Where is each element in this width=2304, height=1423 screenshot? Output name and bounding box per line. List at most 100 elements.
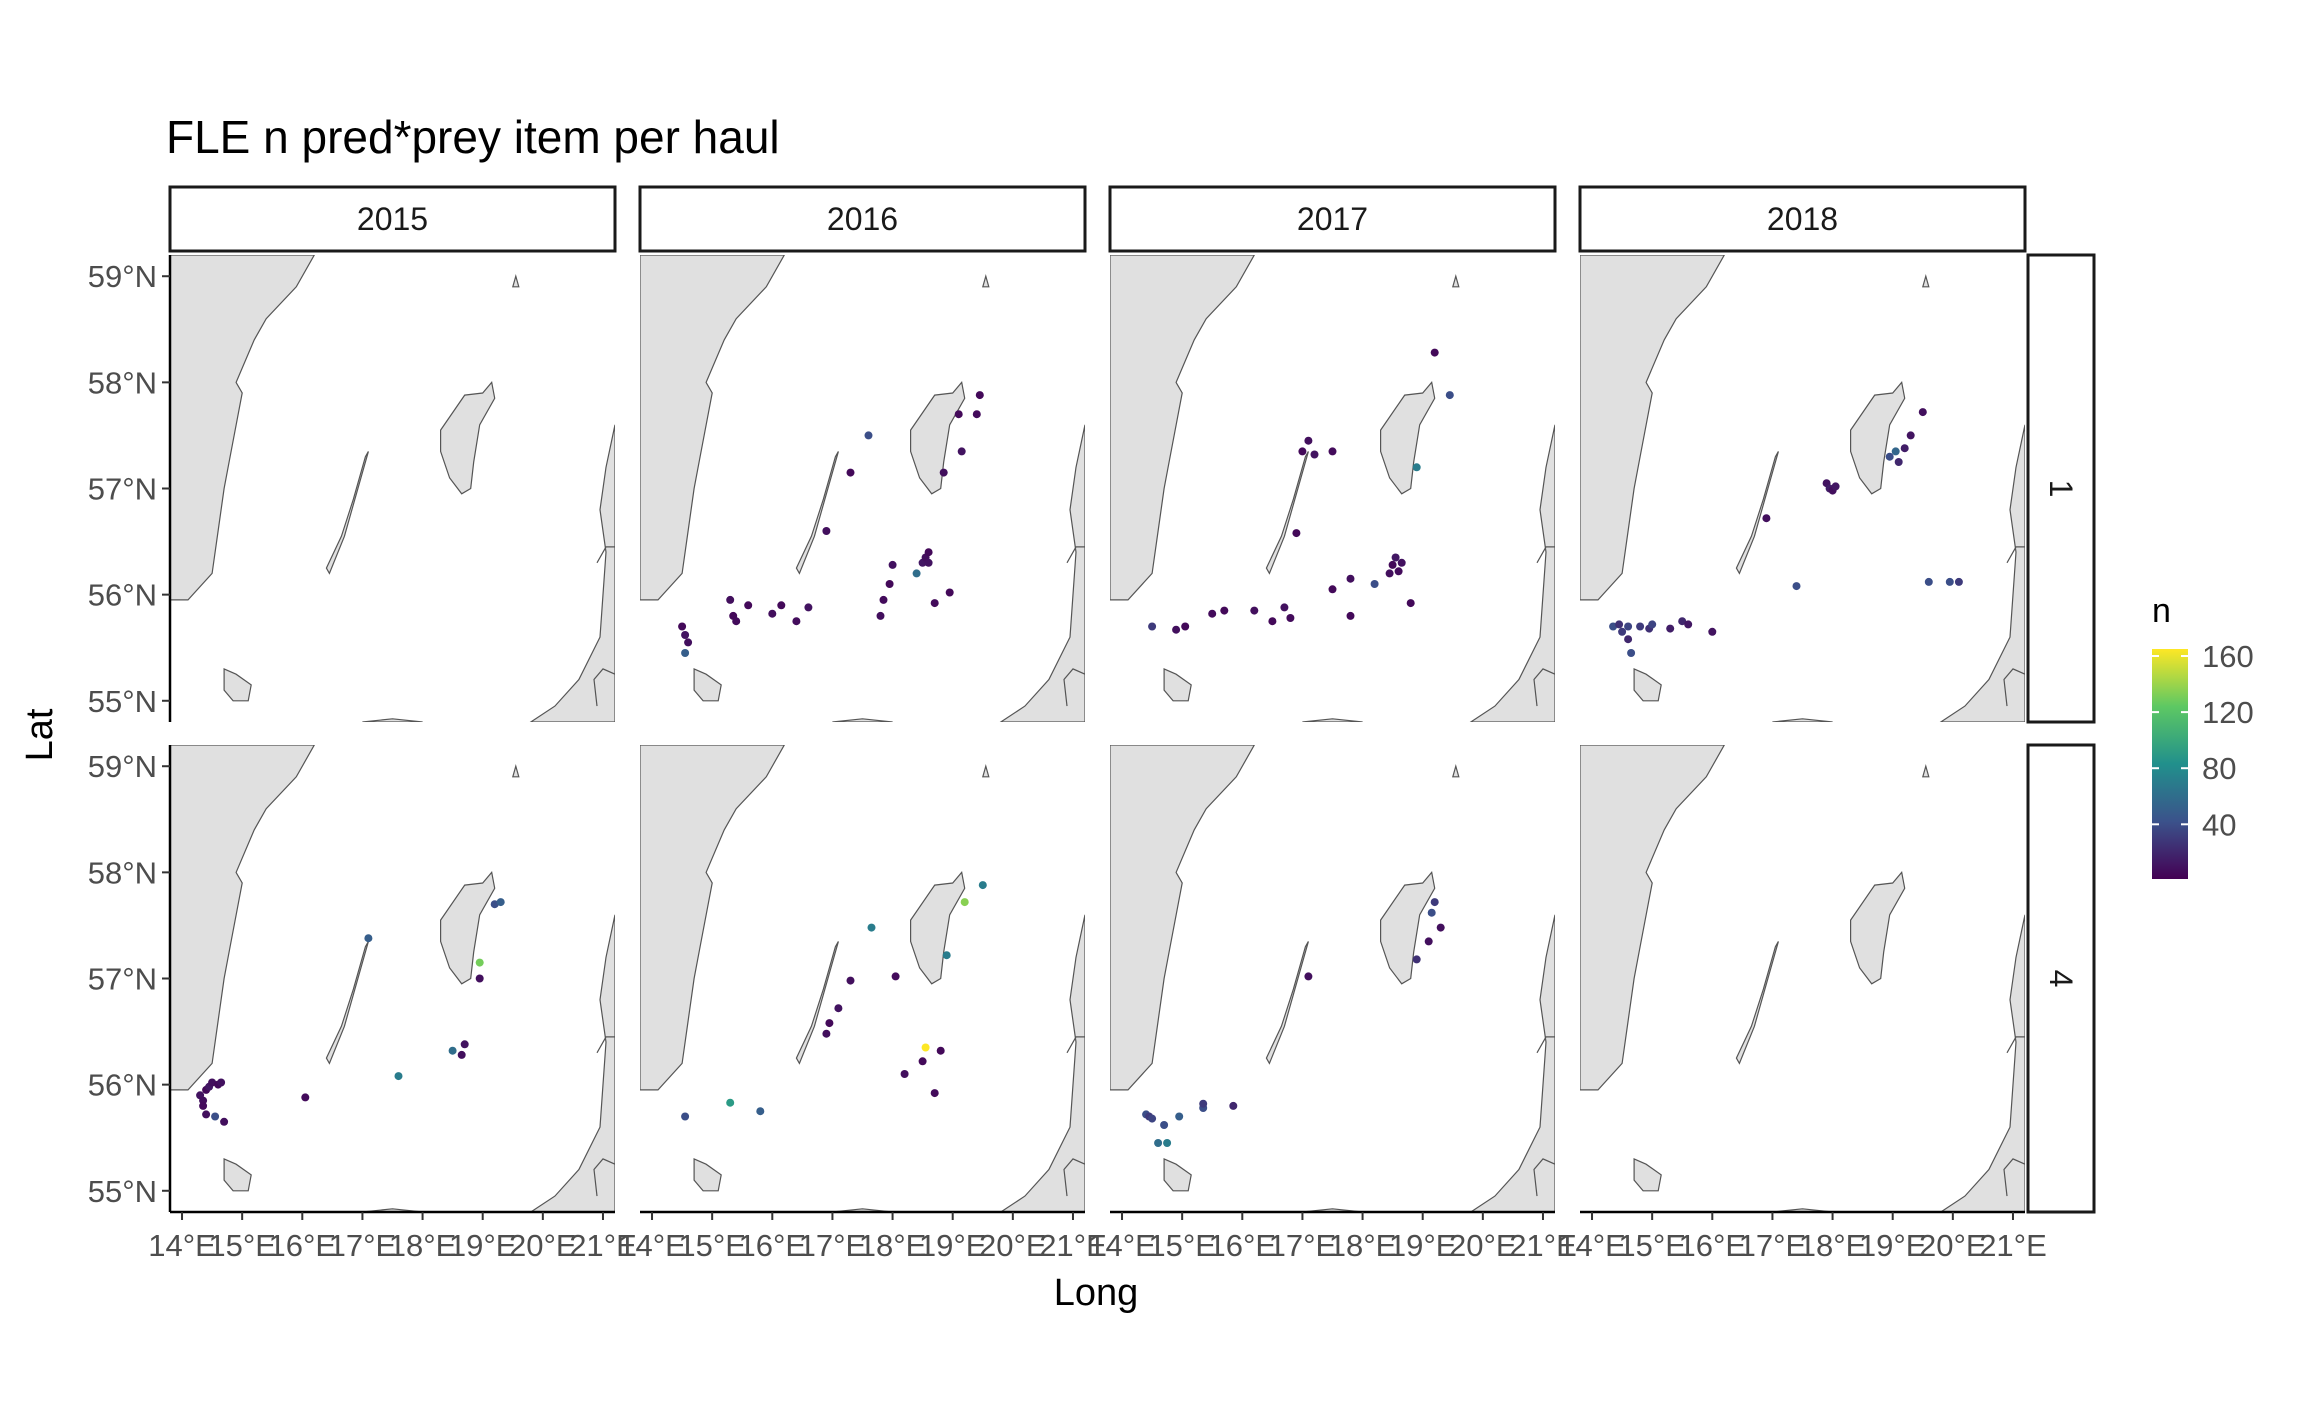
land-polygon	[909, 871, 966, 985]
y-tick-label: 57°N	[88, 472, 157, 507]
land-polygon	[529, 914, 615, 1212]
land-polygon	[1379, 871, 1436, 985]
land-polygon	[1922, 273, 1930, 288]
strip-2017	[1108, 185, 1557, 253]
border-line	[2003, 1158, 2025, 1197]
land-polygon	[1772, 718, 1833, 722]
data-point	[1792, 582, 1801, 591]
data-point	[1175, 1112, 1184, 1121]
x-tick-label: 19°E	[449, 1228, 517, 1263]
axes: 2015 2016 2017 2018 1 4 55°N 56°N 57°N 58°N 59°N 55…	[88, 185, 2096, 1263]
x-tick-label: 16°E	[739, 1228, 807, 1263]
data-point	[1328, 447, 1337, 456]
land-layer	[170, 255, 615, 722]
data-point	[475, 974, 484, 983]
data-point	[496, 898, 505, 907]
data-point	[930, 1089, 939, 1098]
data-point	[1412, 463, 1421, 472]
land-polygon	[1163, 1157, 1192, 1192]
land-polygon	[170, 255, 315, 601]
data-point	[864, 431, 873, 440]
data-point	[681, 631, 690, 639]
data-point	[942, 951, 951, 960]
land-polygon	[1302, 718, 1363, 722]
data-point	[945, 588, 954, 597]
data-point	[490, 900, 499, 909]
data-point	[744, 601, 753, 610]
strip-label-2017: 2017	[1297, 201, 1368, 237]
data-point	[957, 447, 966, 456]
points-layer	[196, 898, 505, 1126]
data-point	[1436, 923, 1445, 932]
land-polygon	[1110, 255, 1255, 601]
border-line	[596, 546, 615, 564]
data-point	[1918, 408, 1927, 417]
land-polygon	[1922, 763, 1930, 778]
land-polygon	[512, 763, 520, 778]
data-point	[900, 1070, 909, 1078]
facet-panel-2016-q1	[640, 255, 1085, 722]
strip-2016	[638, 185, 1087, 253]
x-tick-label: 15°E	[1618, 1228, 1686, 1263]
data-point	[975, 391, 984, 400]
data-point	[1627, 649, 1636, 657]
legend-title: n	[2152, 592, 2171, 630]
data-point	[1292, 529, 1301, 538]
data-point	[1220, 606, 1229, 615]
data-point	[846, 976, 855, 985]
land-polygon	[1735, 451, 1779, 575]
border-line	[2006, 546, 2025, 564]
data-point	[1906, 431, 1915, 440]
land-polygon	[1849, 871, 1906, 985]
border-line	[1533, 1158, 1555, 1197]
data-point	[1624, 622, 1633, 631]
data-point	[1615, 620, 1624, 629]
border-line	[1536, 546, 1555, 564]
land-polygon	[1939, 914, 2025, 1212]
data-point	[972, 410, 981, 419]
x-tick-label: 20°E	[1919, 1228, 1987, 1263]
border-line	[593, 1158, 615, 1197]
data-point	[726, 1098, 735, 1107]
facet-panel-2017-q1	[1110, 255, 1555, 722]
land-polygon	[640, 745, 785, 1091]
row-strip-1	[2026, 253, 2096, 724]
row-strip-label-4: 4	[2043, 970, 2079, 988]
points-layer	[1609, 408, 1963, 657]
legend-colorbar	[2152, 649, 2188, 879]
border-line	[1536, 1036, 1555, 1054]
data-point	[1229, 1101, 1238, 1110]
data-point	[1900, 444, 1909, 453]
data-point	[1708, 627, 1717, 636]
land-polygon	[1633, 1157, 1662, 1192]
facet-panel-2016-q4	[640, 745, 1085, 1212]
points-layer	[681, 881, 987, 1121]
data-point	[924, 548, 933, 557]
land-polygon	[1265, 451, 1309, 575]
data-point	[1385, 569, 1394, 578]
border-line	[1066, 546, 1085, 564]
y-tick-label: 56°N	[88, 1068, 157, 1103]
data-point	[921, 1043, 930, 1052]
data-point	[1280, 603, 1289, 612]
land-layer	[1580, 255, 2025, 722]
data-point	[768, 609, 777, 618]
land-polygon	[1379, 381, 1436, 495]
data-point	[756, 1107, 765, 1116]
border-line	[1533, 668, 1555, 707]
land-polygon	[999, 424, 1085, 722]
land-layer	[1110, 745, 1555, 1212]
data-point	[978, 881, 987, 890]
data-point	[1831, 482, 1840, 491]
data-point	[1391, 553, 1400, 562]
x-tick-label: 17°E	[1739, 1228, 1807, 1263]
data-point	[1684, 620, 1693, 629]
data-point	[681, 1112, 690, 1121]
data-point	[726, 595, 735, 604]
x-tick-label: 19°E	[1389, 1228, 1457, 1263]
land-polygon	[1452, 763, 1460, 778]
data-point	[960, 898, 969, 907]
data-point	[1424, 937, 1433, 946]
x-tick-label: 16°E	[269, 1228, 337, 1263]
x-tick-label: 14°E	[1558, 1228, 1626, 1263]
